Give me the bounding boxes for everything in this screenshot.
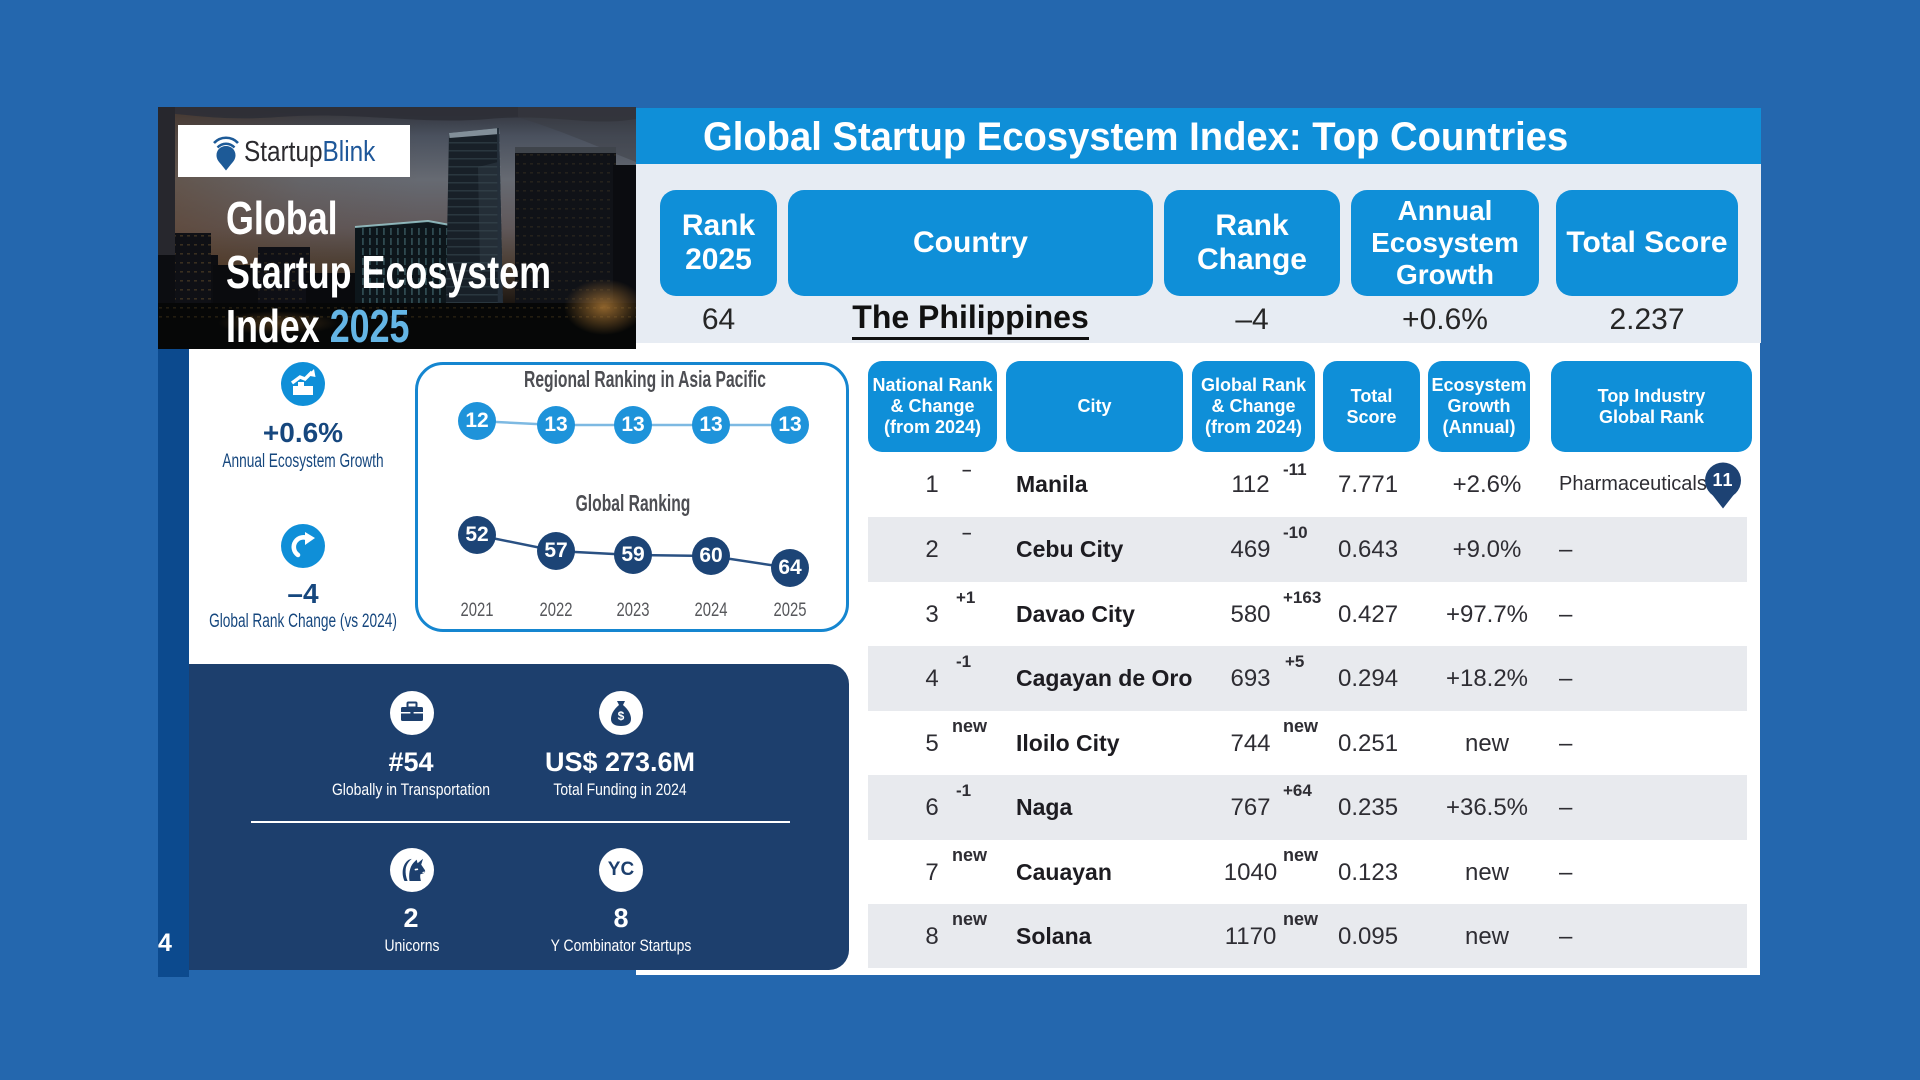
svg-text:$: $ (618, 709, 625, 723)
